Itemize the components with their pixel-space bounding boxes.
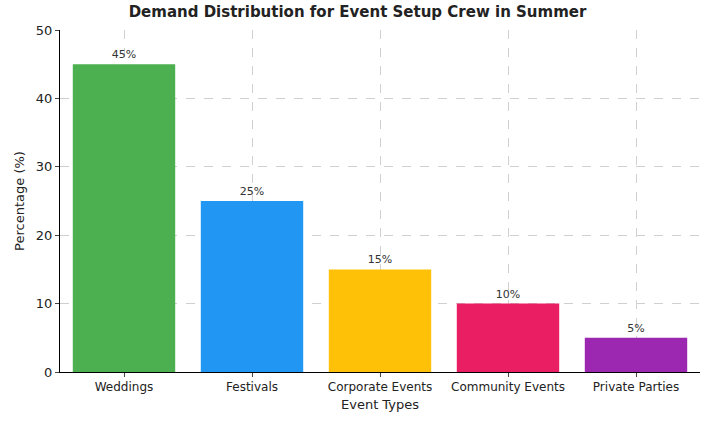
- svg-text:50: 50: [36, 23, 53, 38]
- svg-text:Private Parties: Private Parties: [593, 380, 679, 394]
- svg-text:40: 40: [36, 91, 53, 106]
- svg-text:10: 10: [36, 296, 53, 311]
- svg-text:25%: 25%: [240, 185, 264, 198]
- svg-text:Percentage (%): Percentage (%): [12, 151, 27, 251]
- svg-text:20: 20: [36, 228, 53, 243]
- svg-text:5%: 5%: [627, 322, 644, 335]
- svg-text:Demand Distribution for Event: Demand Distribution for Event Setup Crew…: [129, 3, 587, 21]
- svg-text:Corporate Events: Corporate Events: [328, 380, 432, 394]
- svg-text:10%: 10%: [496, 288, 520, 301]
- svg-text:45%: 45%: [112, 48, 136, 61]
- svg-text:30: 30: [36, 159, 53, 174]
- svg-text:Event Types: Event Types: [341, 397, 419, 412]
- svg-text:Weddings: Weddings: [95, 380, 154, 394]
- svg-text:Festivals: Festivals: [226, 380, 278, 394]
- svg-text:Community Events: Community Events: [451, 380, 565, 394]
- svg-text:0: 0: [44, 365, 52, 380]
- svg-text:15%: 15%: [368, 253, 392, 266]
